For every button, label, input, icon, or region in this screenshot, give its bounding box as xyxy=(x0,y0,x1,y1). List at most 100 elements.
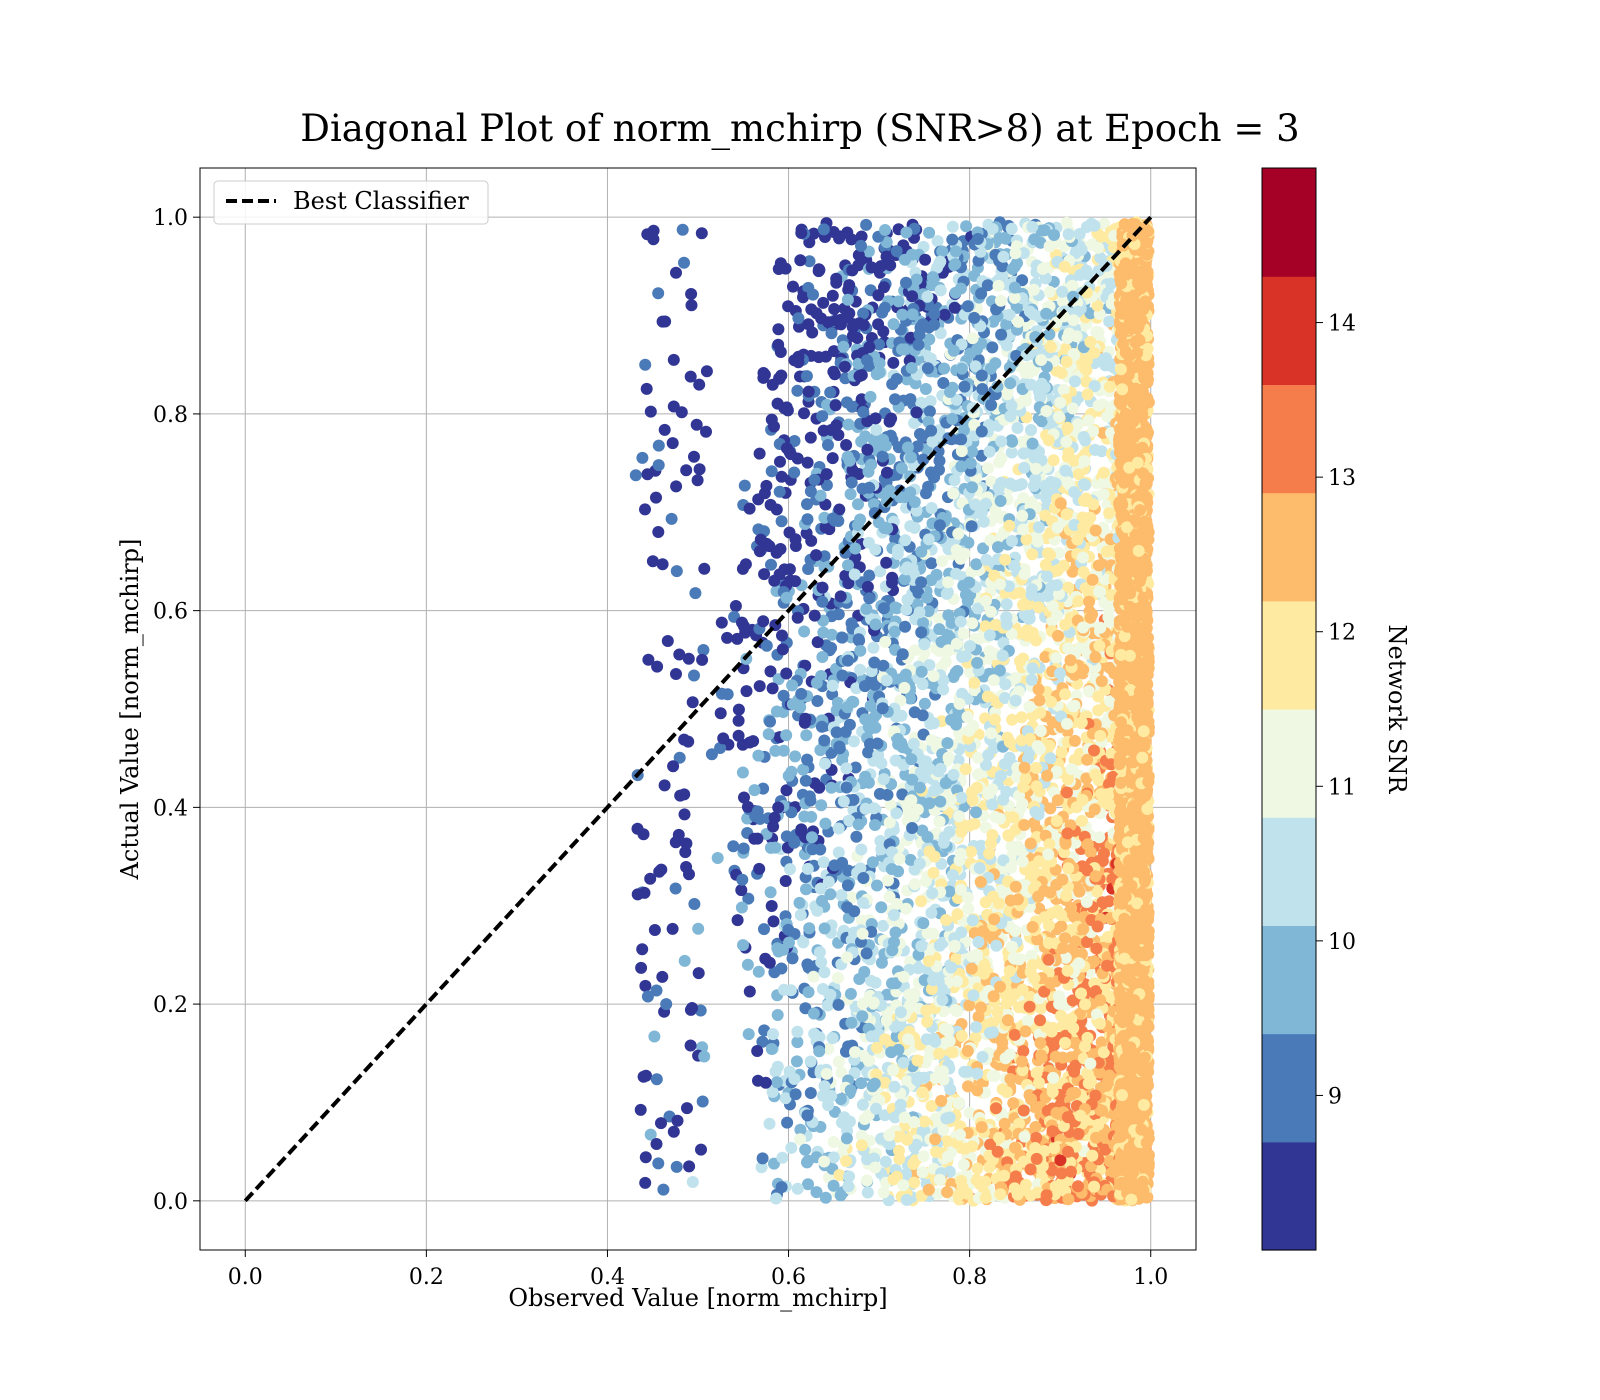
scatter-point xyxy=(1041,570,1053,583)
scatter-point xyxy=(1034,1037,1047,1049)
scatter-point xyxy=(857,896,870,909)
scatter-point xyxy=(1030,634,1043,647)
scatter-point xyxy=(867,641,880,654)
scatter-point xyxy=(846,695,859,708)
scatter-point xyxy=(766,682,779,695)
scatter-point xyxy=(657,1183,670,1196)
scatter-point xyxy=(959,763,972,776)
scatter-point xyxy=(1049,477,1062,490)
scatter-point xyxy=(1050,652,1063,665)
scatter-point xyxy=(841,293,854,306)
scatter-point xyxy=(857,872,870,884)
scatter-point xyxy=(1092,704,1105,717)
scatter-point xyxy=(1021,1014,1034,1027)
scatter-point xyxy=(924,395,937,408)
scatter-point xyxy=(933,1047,946,1060)
scatter-point xyxy=(877,1186,890,1199)
scatter-point xyxy=(907,1158,920,1170)
scatter-point xyxy=(1068,1065,1081,1078)
scatter-point xyxy=(917,1150,930,1163)
scatter-point xyxy=(689,587,702,600)
scatter-point xyxy=(1048,229,1060,241)
scatter-point xyxy=(1062,1193,1075,1206)
scatter-point xyxy=(986,798,999,811)
scatter-point xyxy=(965,845,977,858)
scatter-point xyxy=(977,542,989,555)
scatter-point xyxy=(984,605,997,618)
scatter-point xyxy=(684,1039,697,1052)
scatter-point xyxy=(791,1182,804,1195)
scatter-point xyxy=(916,1166,929,1179)
scatter-point xyxy=(948,301,961,314)
scatter-point xyxy=(802,986,815,999)
scatter-point xyxy=(927,866,940,879)
scatter-point xyxy=(845,1016,858,1029)
scatter-point xyxy=(740,685,753,698)
scatter-point xyxy=(877,919,889,932)
scatter-point xyxy=(962,902,975,915)
scatter-point xyxy=(957,1158,970,1171)
scatter-point xyxy=(940,587,953,600)
scatter-point xyxy=(1069,375,1081,388)
scatter-point xyxy=(768,811,781,824)
scatter-point xyxy=(992,541,1004,554)
scatter-point xyxy=(802,318,815,331)
scatter-point xyxy=(856,1098,869,1111)
scatter-point xyxy=(791,1036,804,1049)
scatter-point xyxy=(986,783,999,796)
scatter-point xyxy=(989,810,1002,823)
scatter-point xyxy=(971,656,984,669)
scatter-point xyxy=(685,288,698,300)
scatter-point xyxy=(1008,1028,1021,1041)
scatter-points xyxy=(629,216,1155,1207)
scatter-point xyxy=(1094,621,1107,634)
scatter-point xyxy=(753,680,766,693)
scatter-point xyxy=(854,663,867,676)
scatter-point xyxy=(637,1070,650,1083)
scatter-point xyxy=(768,1157,780,1170)
scatter-point xyxy=(949,1003,962,1016)
scatter-point xyxy=(637,828,650,841)
scatter-point xyxy=(658,423,671,436)
scatter-point xyxy=(1028,233,1041,246)
scatter-point xyxy=(923,226,936,239)
scatter-point xyxy=(653,865,666,878)
scatter-point xyxy=(858,965,871,978)
scatter-point xyxy=(986,341,999,354)
scatter-point xyxy=(815,799,828,812)
scatter-point xyxy=(743,502,756,515)
scatter-point xyxy=(890,807,903,820)
scatter-point xyxy=(849,761,862,774)
scatter-point xyxy=(807,970,820,983)
scatter-point xyxy=(975,369,988,382)
scatter-point xyxy=(1025,424,1037,436)
scatter-point xyxy=(870,1102,882,1115)
scatter-point xyxy=(794,1133,807,1146)
scatter-point xyxy=(801,498,813,511)
scatter-point xyxy=(777,689,790,702)
scatter-point xyxy=(882,874,894,887)
scatter-point xyxy=(760,639,773,652)
scatter-point xyxy=(735,884,748,897)
scatter-point xyxy=(1103,315,1116,328)
scatter-point xyxy=(648,924,661,936)
scatter-point xyxy=(852,498,864,511)
scatter-point xyxy=(770,1192,783,1205)
scatter-point xyxy=(772,323,785,336)
scatter-point xyxy=(830,314,843,327)
scatter-point xyxy=(904,393,917,406)
scatter-point xyxy=(1017,447,1030,460)
scatter-point xyxy=(923,333,936,346)
scatter-point xyxy=(864,390,877,403)
scatter-point xyxy=(1006,713,1019,726)
scatter-point xyxy=(1025,673,1038,686)
scatter-point xyxy=(903,988,916,1001)
scatter-point xyxy=(792,312,805,325)
scatter-point xyxy=(1090,942,1103,955)
scatter-point xyxy=(855,843,868,856)
scatter-point xyxy=(765,900,778,912)
scatter-point xyxy=(830,419,843,432)
scatter-point xyxy=(732,714,745,727)
scatter-point xyxy=(777,943,789,956)
scatter-point xyxy=(778,402,791,415)
